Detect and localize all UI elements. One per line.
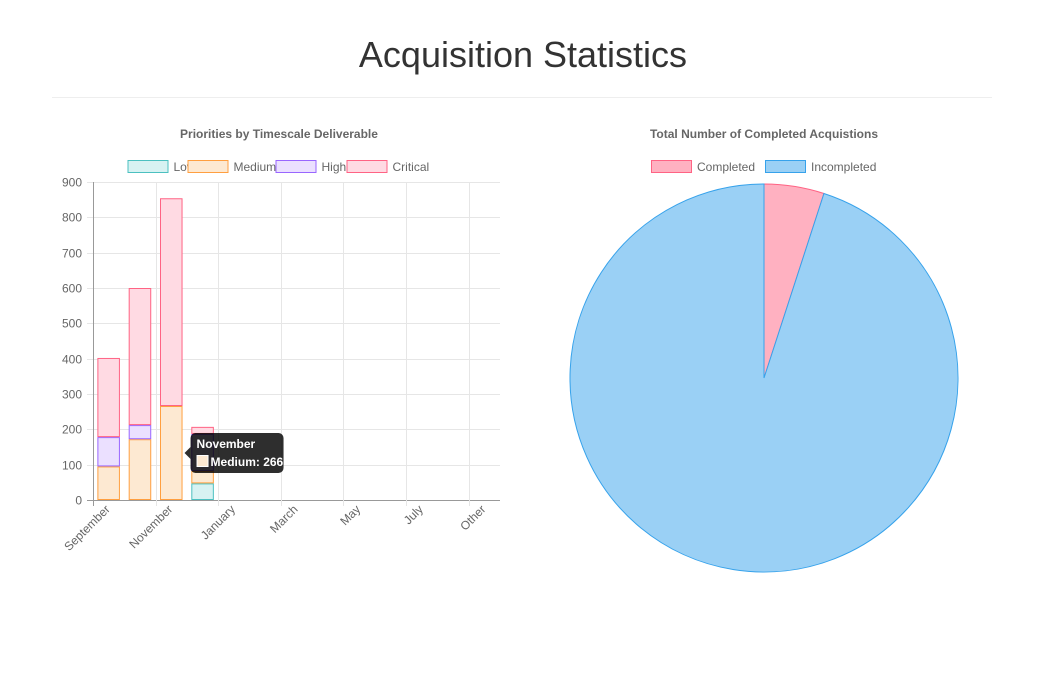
y-tick-label: 100 [62, 459, 82, 473]
x-tick-label: March [267, 502, 300, 535]
legend-swatch-critical[interactable] [346, 160, 388, 173]
page-title: Acquisition Statistics [358, 34, 688, 75]
x-tick-label: September [61, 502, 112, 553]
y-tick-label: 0 [75, 494, 82, 508]
y-tick-label: 900 [62, 176, 82, 190]
bar-chart-x-axis: September November January March May July Othe… [61, 502, 488, 553]
bar-chart-grid [87, 182, 500, 506]
bar-chart-bars [97, 198, 214, 501]
y-tick-label: 700 [62, 247, 82, 261]
y-tick-label: 300 [62, 388, 82, 402]
y-tick-label: 400 [62, 353, 82, 367]
y-tick-label: 200 [62, 423, 82, 437]
bar-december-critical[interactable] [191, 426, 214, 434]
tooltip-caret [184, 447, 191, 460]
legend-label-high[interactable]: High [322, 160, 347, 174]
bar-chart-legend: Low Medium High Critical [127, 160, 430, 174]
legend-swatch-low[interactable] [127, 160, 169, 173]
legend-label-medium[interactable]: Medium [234, 160, 277, 174]
bar-chart-title: Priorities by Timescale Deliverable [180, 127, 378, 141]
bar-october-critical[interactable] [128, 288, 152, 426]
tooltip-swatch [196, 455, 209, 468]
bar-chart-y-axis: 0 100 200 300 400 500 600 700 800 900 [62, 176, 82, 508]
x-tick-label: November [126, 502, 175, 551]
x-tick-label: July [401, 502, 426, 527]
x-tick-label: January [198, 502, 238, 542]
bar-chart-tooltip: November Medium: 266 [184, 433, 284, 474]
tooltip-title: November [197, 437, 256, 451]
bar-october-high[interactable] [128, 425, 152, 440]
legend-label-critical[interactable]: Critical [393, 160, 430, 174]
y-tick-label: 600 [62, 282, 82, 296]
bar-december-medium[interactable] [191, 471, 214, 484]
bar-november-medium[interactable] [159, 406, 183, 500]
legend-swatch-medium[interactable] [187, 160, 229, 173]
bar-september-medium[interactable] [97, 466, 120, 500]
y-tick-label: 500 [62, 317, 82, 331]
bar-september-high[interactable] [97, 437, 120, 467]
tooltip-label: Medium: 266 [211, 455, 284, 469]
legend-swatch-high[interactable] [275, 160, 317, 173]
x-tick-label: May [337, 502, 363, 528]
bar-october-medium[interactable] [128, 439, 152, 500]
x-tick-label: Other [457, 502, 488, 533]
bar-december-low[interactable] [191, 483, 214, 501]
bar-september-critical[interactable] [97, 357, 120, 438]
bar-november-critical[interactable] [159, 198, 183, 407]
title-divider [52, 97, 992, 98]
y-tick-label: 800 [62, 211, 82, 225]
tooltip-box [190, 433, 284, 474]
